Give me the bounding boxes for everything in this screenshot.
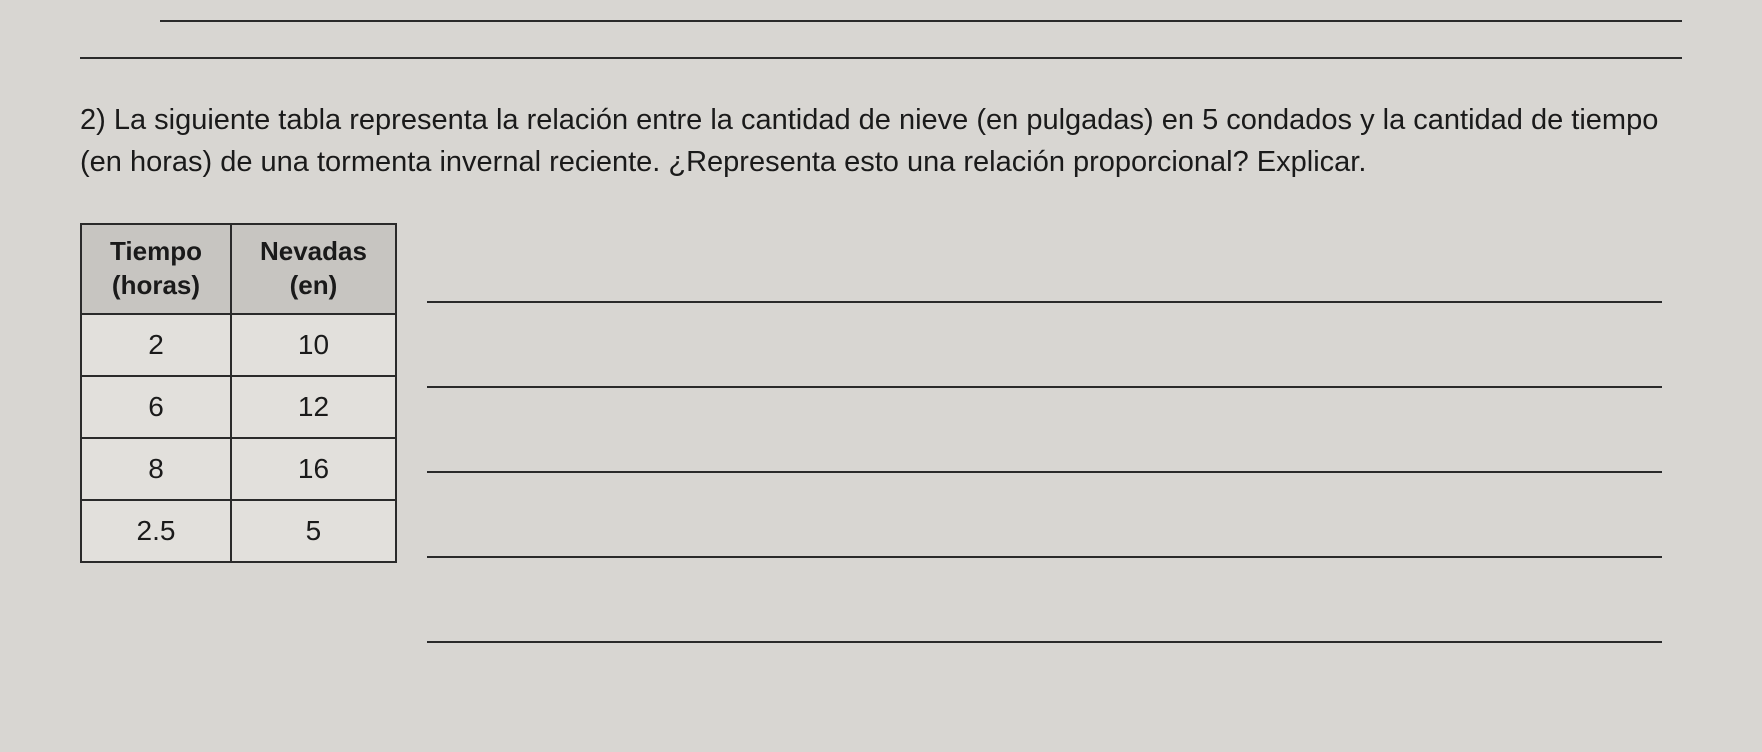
table-row: 8 16 <box>81 438 396 500</box>
answer-line[interactable] <box>427 418 1662 473</box>
column-header-time: Tiempo (horas) <box>81 224 231 314</box>
answer-line[interactable] <box>427 333 1662 388</box>
cell-time: 2.5 <box>81 500 231 562</box>
cell-time: 2 <box>81 314 231 376</box>
cell-time: 8 <box>81 438 231 500</box>
header-snow-line1: Nevadas <box>260 236 367 266</box>
cell-snow: 12 <box>231 376 396 438</box>
content-row: Tiempo (horas) Nevadas (en) 2 10 6 12 <box>80 223 1682 673</box>
question-block: 2) La siguiente tabla representa la rela… <box>80 99 1682 673</box>
cell-snow: 10 <box>231 314 396 376</box>
header-time-line2: (horas) <box>112 270 200 300</box>
answer-line[interactable] <box>427 248 1662 303</box>
table-row: 2 10 <box>81 314 396 376</box>
table-row: 2.5 5 <box>81 500 396 562</box>
page-top-rule <box>160 20 1682 22</box>
answer-lines-area <box>427 223 1682 673</box>
cell-snow: 5 <box>231 500 396 562</box>
header-time-line1: Tiempo <box>110 236 202 266</box>
cell-snow: 16 <box>231 438 396 500</box>
cell-time: 6 <box>81 376 231 438</box>
section-divider <box>80 57 1682 59</box>
column-header-snow: Nevadas (en) <box>231 224 396 314</box>
answer-line[interactable] <box>427 503 1662 558</box>
question-text: 2) La siguiente tabla representa la rela… <box>80 99 1682 183</box>
table-row: 6 12 <box>81 376 396 438</box>
table-header-row: Tiempo (horas) Nevadas (en) <box>81 224 396 314</box>
header-snow-line2: (en) <box>290 270 338 300</box>
data-table: Tiempo (horas) Nevadas (en) 2 10 6 12 <box>80 223 397 563</box>
answer-line[interactable] <box>427 588 1662 643</box>
